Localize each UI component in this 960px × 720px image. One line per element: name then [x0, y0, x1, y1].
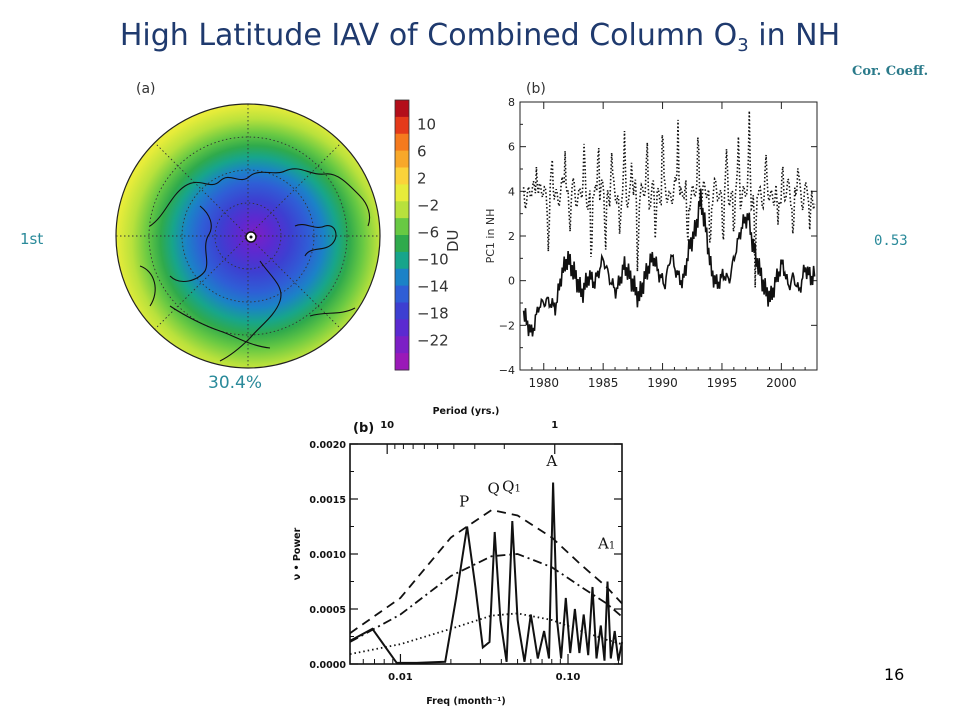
ts-plot-frame [519, 101, 818, 371]
correlation-header: Cor. Coeff. [852, 64, 929, 79]
colorbar-swatch [395, 251, 409, 270]
ts-x-tick-label: 1990 [647, 376, 678, 390]
title-subscript: 3 [737, 35, 749, 56]
colorbar-frame [394, 99, 410, 371]
ts-y-tick-label: 4 [508, 185, 515, 198]
spectrum-y-tick-label: 0.0015 [309, 495, 346, 506]
spectrum-series-dash-dot [349, 553, 623, 643]
ts-y-tick-label: −4 [499, 364, 515, 377]
colorbar-swatch [395, 133, 409, 152]
spectrum-y-axis-label: ν • Power [292, 527, 303, 580]
spectrum-peak-label: A1 [597, 535, 615, 553]
colorbar-unit: DU [444, 229, 462, 252]
spectrum-y-tick-label: 0.0020 [309, 440, 346, 451]
colorbar-tick-label: −10 [417, 250, 449, 268]
ts-x-tick-label: 1980 [528, 376, 559, 390]
ts-x-tick-label: 2000 [766, 376, 797, 390]
colorbar-tick-label: −6 [417, 223, 439, 241]
spectrum-y-tick-label: 0.0005 [309, 605, 346, 616]
colorbar-tick-label: −18 [417, 304, 449, 322]
spectrum-peak-label: P [459, 493, 469, 511]
spectrum-period-tick-label: 1 [551, 420, 558, 431]
mode-label: 1st [20, 230, 44, 248]
page-number: 16 [884, 665, 905, 684]
spectrum-y-tick-label: 0.0010 [309, 550, 346, 561]
ts-panel-label: (b) [526, 81, 546, 97]
colorbar-swatch [395, 353, 409, 371]
spectrum-peak-label: Q1 [502, 477, 521, 495]
colorbar-swatch [395, 201, 409, 219]
map-panel-label: (a) [136, 81, 156, 97]
colorbar-tick-label: −22 [417, 331, 449, 349]
title-main: High Latitude IAV of Combined Column O [119, 18, 738, 53]
spectrum-peak-label: A [545, 452, 557, 470]
spectrum-panel-label: (b) [353, 421, 374, 436]
explained-variance: 30.4% [208, 373, 263, 393]
slide-title: High Latitude IAV of Combined Column O3 … [0, 18, 960, 56]
colorbar-swatch [395, 116, 409, 135]
colorbar-swatch [395, 285, 409, 303]
spectrum-peak-label: Q [488, 480, 500, 498]
spectrum-top-axis-title: Period (yrs.) [433, 406, 500, 417]
spectrum-peak-label-subscript: 1 [609, 541, 615, 552]
ts-x-tick-label: 1985 [588, 376, 619, 390]
colorbar-swatch [395, 268, 409, 287]
spectrum-x-tick-label: 0.10 [556, 672, 581, 683]
ts-y-tick-label: −2 [499, 319, 515, 332]
spectrum-y-tick-label: 0.0000 [309, 660, 346, 671]
colorbar-tick-label: −2 [417, 196, 439, 214]
colorbar-swatch [395, 100, 409, 118]
spectrum-x-axis-label: Freq (month⁻¹) [426, 696, 505, 707]
colorbar-swatch [395, 336, 409, 354]
ts-y-axis-label: PC1 in NH [484, 209, 497, 264]
power-spectrum-chart: Period (yrs.) (b) 0.0000 0.0005 0.0010 0.0015… [292, 406, 623, 707]
colorbar-swatch [395, 319, 409, 337]
colorbar: 10 6 2 −2 −6 −10 −14 −18 −22 [394, 99, 449, 371]
pole-marker-dot [249, 235, 253, 239]
spectrum-series-dashed [349, 509, 623, 634]
spectrum-series-solid [349, 482, 623, 664]
colorbar-tick-label: 2 [417, 169, 427, 187]
spectrum-series-dotted [349, 612, 623, 655]
pc1-timeseries-chart: (b) −4 −2 0 2 4 6 8 1980 1985 1990 1995 2000 PC1 in N… [484, 81, 818, 390]
spectrum-x-tick-label: 0.01 [388, 672, 413, 683]
ts-y-tick-label: 0 [508, 275, 515, 288]
ts-x-tick-label: 1995 [707, 376, 738, 390]
colorbar-tick-label: 6 [417, 142, 427, 160]
colorbar-swatch [395, 150, 409, 168]
spectrum-peak-label-subscript: 1 [514, 483, 520, 494]
ts-y-tick-label: 6 [508, 141, 515, 154]
ts-y-tick-label: 2 [508, 230, 515, 243]
ts-series-dotted [522, 110, 816, 288]
colorbar-tick-label: 10 [417, 115, 436, 133]
spectrum-period-tick-label: 10 [380, 420, 394, 431]
ts-series-solid [522, 188, 816, 337]
polar-map-panel: (a) 10 6 2 −2 −6 −10 −14 −18 −22 DU [115, 81, 462, 371]
colorbar-swatch [395, 184, 409, 202]
title-tail: in NH [748, 18, 841, 53]
correlation-value: 0.53 [874, 233, 908, 249]
coastlines [139, 168, 371, 362]
colorbar-tick-label: −14 [417, 277, 449, 295]
colorbar-swatch [395, 218, 409, 236]
ts-y-tick-label: 8 [508, 96, 515, 109]
colorbar-swatch [395, 167, 409, 185]
colorbar-swatch [395, 235, 409, 253]
colorbar-swatch [395, 302, 409, 320]
